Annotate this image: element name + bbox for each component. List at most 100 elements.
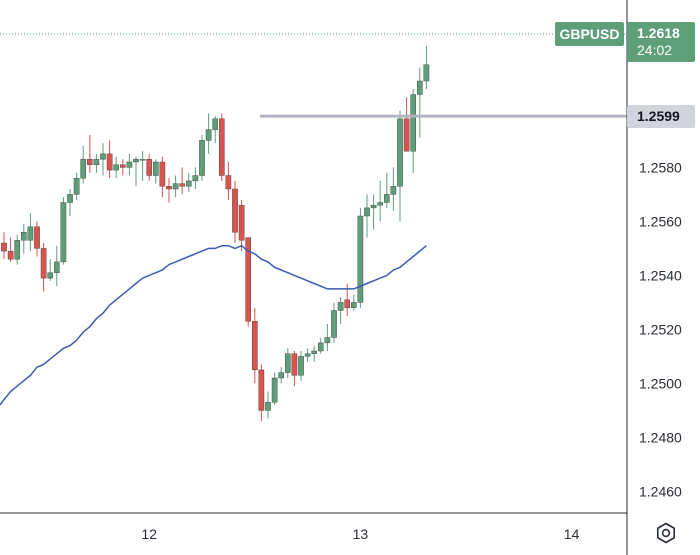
time-tick-label: 12	[141, 526, 157, 542]
candle-body	[397, 118, 403, 187]
candle-body	[60, 202, 67, 263]
candle	[93, 153, 100, 173]
candle-body	[172, 183, 179, 190]
candle-body	[331, 310, 337, 338]
candle	[7, 237, 14, 262]
price-tick-label: 1.2540	[639, 267, 682, 283]
price-tick-label: 1.2500	[639, 375, 682, 391]
candle	[304, 348, 311, 362]
candle	[73, 172, 80, 200]
price-axis[interactable]: 1.2460 1.2480 1.2500 1.2520 1.2540 1.2560 1.25…	[639, 159, 682, 499]
candle	[14, 234, 21, 265]
candle-body	[324, 337, 331, 344]
candle	[199, 135, 205, 181]
candle	[192, 167, 199, 189]
candle	[291, 351, 298, 387]
candle-body	[152, 161, 159, 176]
candle	[106, 140, 113, 179]
candle	[67, 189, 73, 216]
candle-body	[337, 302, 344, 311]
candle-body	[113, 164, 119, 171]
candle	[370, 194, 377, 230]
candle-body	[93, 159, 100, 165]
candle-body	[245, 237, 252, 322]
candle-body	[80, 159, 86, 179]
candle	[258, 364, 265, 422]
candle	[119, 159, 126, 176]
candle-body	[199, 140, 205, 176]
candle-body	[126, 161, 133, 168]
candle	[390, 167, 397, 211]
candle	[113, 156, 119, 179]
candle-body	[192, 175, 199, 182]
candle-body	[291, 353, 298, 376]
candle	[126, 153, 133, 176]
price-tick-label: 1.2580	[639, 159, 682, 175]
candle-body	[21, 231, 27, 241]
candle	[351, 294, 357, 311]
candle	[133, 156, 139, 187]
candle	[172, 175, 179, 198]
moving-average-line	[0, 244, 427, 406]
candle-body	[265, 402, 271, 411]
candle-body	[159, 161, 166, 187]
candle	[40, 243, 47, 292]
candle-body	[285, 353, 291, 373]
candle-body	[318, 342, 324, 352]
candle-body	[225, 175, 232, 190]
candle-body	[67, 194, 73, 203]
candle-body	[133, 159, 139, 163]
candle-body	[47, 272, 53, 279]
candle	[337, 297, 344, 324]
candle-body	[106, 153, 113, 171]
candle-body	[311, 350, 318, 354]
candle	[152, 159, 159, 184]
candle-body	[357, 215, 364, 303]
candle	[218, 113, 225, 181]
price-tick-label: 1.2480	[639, 429, 682, 445]
price-tick-label: 1.2460	[639, 483, 682, 499]
bar-countdown: 24:02	[637, 42, 673, 58]
candles-layer	[1, 45, 430, 422]
candle-body	[298, 356, 304, 376]
candle-body	[232, 188, 238, 233]
time-tick-label: 13	[353, 526, 369, 542]
candle	[1, 232, 7, 260]
price-tick-label: 1.2560	[639, 213, 682, 229]
candle-body	[417, 80, 423, 95]
candle-body	[54, 261, 60, 273]
candle-body	[251, 321, 258, 371]
candle-body	[86, 159, 93, 165]
last-price-value: 1.2618	[637, 25, 680, 41]
candle	[166, 178, 172, 203]
price-tick-label: 1.2520	[639, 321, 682, 337]
candle-body	[271, 377, 278, 403]
time-axis[interactable]: 12 13 14	[141, 526, 579, 542]
settings-icon[interactable]	[654, 521, 678, 545]
level-price-label[interactable]: 1.2599	[627, 104, 695, 128]
candle	[417, 67, 423, 138]
candle	[21, 224, 27, 254]
candle	[298, 351, 304, 381]
candle	[86, 135, 93, 173]
candle-body	[185, 180, 192, 187]
candle-body	[384, 194, 390, 203]
candle-body	[351, 302, 357, 308]
candle-body	[166, 186, 172, 190]
candle-body	[377, 202, 384, 206]
candle	[232, 180, 238, 243]
symbol-label: GBPUSD	[555, 22, 624, 46]
candle-body	[14, 240, 21, 260]
candle	[251, 307, 258, 384]
candle	[357, 207, 364, 308]
candle	[80, 145, 86, 184]
candle-body	[212, 118, 219, 130]
candle	[364, 194, 370, 238]
candle-body	[423, 64, 430, 82]
candle-body	[27, 226, 34, 241]
candle	[139, 151, 146, 181]
candle	[311, 345, 318, 362]
candle	[179, 167, 186, 195]
candle-body	[370, 204, 377, 209]
